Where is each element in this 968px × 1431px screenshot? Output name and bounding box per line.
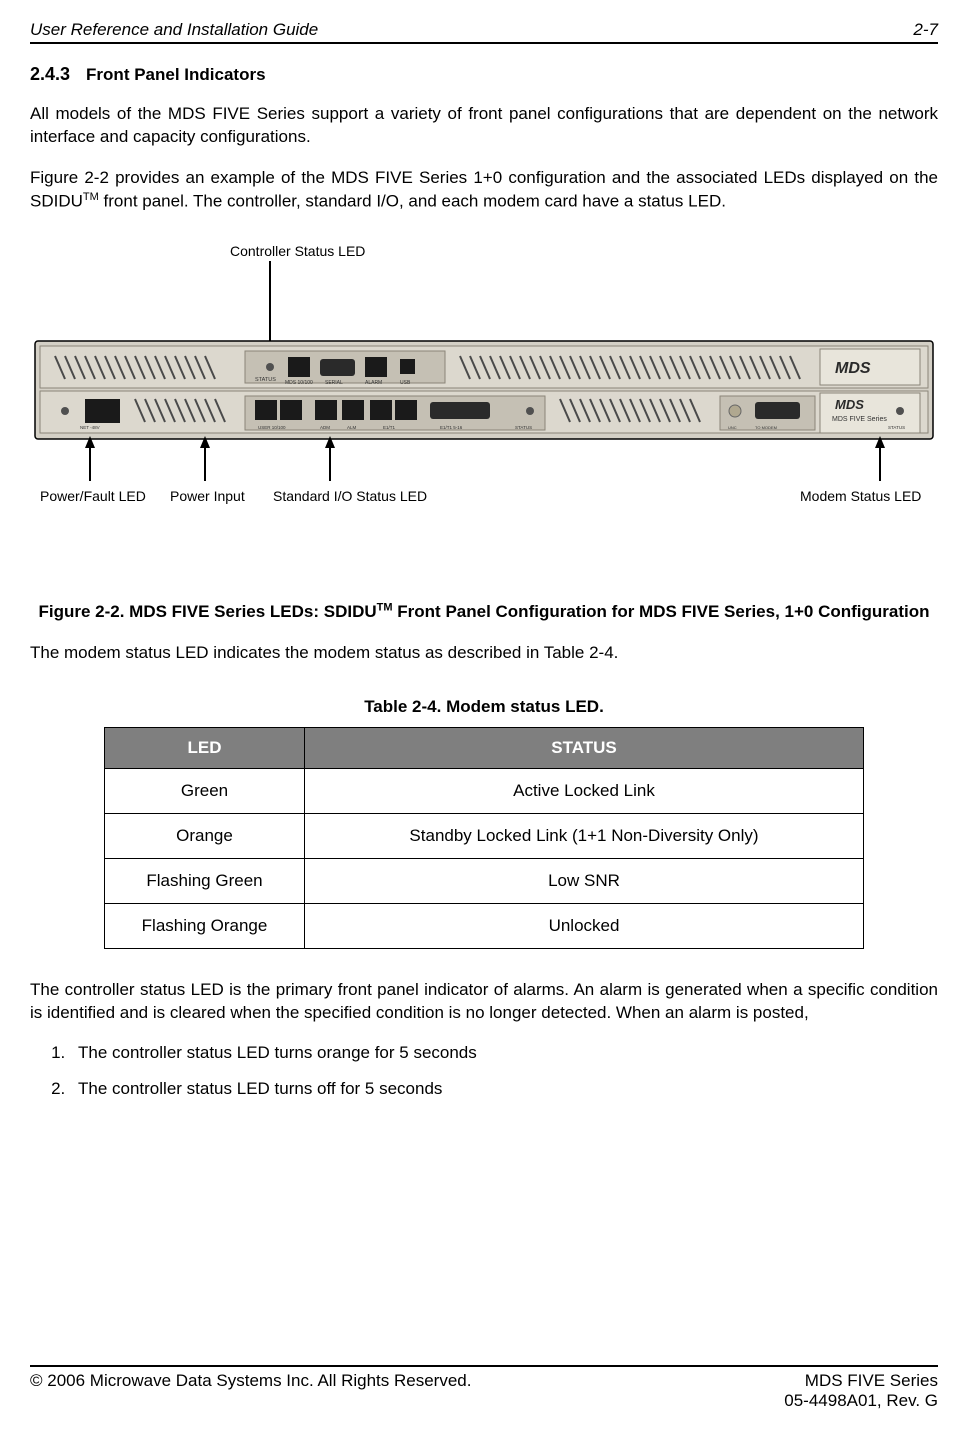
table-caption: Table 2-4. Modem status LED. (30, 697, 938, 717)
svg-text:STATUS: STATUS (255, 377, 276, 383)
svg-text:ALARM: ALARM (365, 380, 382, 386)
footer-copyright: © 2006 Microwave Data Systems Inc. All R… (30, 1371, 471, 1391)
figure-caption-b: Front Panel Configuration for MDS FIVE S… (393, 602, 930, 621)
label-power-input: Power Input (170, 488, 245, 504)
table-cell-led: Green (105, 769, 305, 814)
paragraph-3: The modem status LED indicates the modem… (30, 642, 938, 665)
table-row: Green Active Locked Link (105, 769, 864, 814)
svg-text:MDS 10/100: MDS 10/100 (285, 380, 313, 386)
svg-text:E1/T1 5-16: E1/T1 5-16 (440, 425, 463, 430)
svg-text:STATUS: STATUS (888, 425, 905, 430)
paragraph-2-b: front panel. The controller, standard I/… (99, 191, 726, 210)
model-label: MDS FIVE Series (832, 416, 887, 423)
brand-top: MDS (835, 360, 871, 377)
page-footer: © 2006 Microwave Data Systems Inc. All R… (30, 1345, 938, 1411)
table-header-led: LED (105, 728, 305, 769)
footer-product: MDS FIVE Series (805, 1371, 938, 1390)
vent-slits-top-left (50, 353, 220, 381)
table-cell-led: Orange (105, 814, 305, 859)
svg-text:UNC: UNC (728, 425, 737, 430)
brand-bottom: MDS (835, 397, 864, 412)
label-modem-status: Modem Status LED (800, 488, 921, 504)
table-row: Flashing Orange Unlocked (105, 904, 864, 949)
table-header-row: LED STATUS (105, 728, 864, 769)
figure-caption-a: Figure 2-2. MDS FIVE Series LEDs: SDIDU (38, 602, 376, 621)
svg-text:USER 10/100: USER 10/100 (258, 425, 286, 430)
footer-doc-id: 05-4498A01, Rev. G (784, 1391, 938, 1410)
table-row: Orange Standby Locked Link (1+1 Non-Dive… (105, 814, 864, 859)
table-cell-status: Standby Locked Link (1+1 Non-Diversity O… (305, 814, 864, 859)
figure-caption: Figure 2-2. MDS FIVE Series LEDs: SDIDUT… (30, 600, 938, 624)
section-heading: 2.4.3 Front Panel Indicators (30, 64, 938, 85)
section-title: Front Panel Indicators (86, 65, 265, 85)
modem-status-table: LED STATUS Green Active Locked Link Oran… (104, 727, 864, 949)
table-cell-status: Active Locked Link (305, 769, 864, 814)
page-header: User Reference and Installation Guide 2-… (30, 20, 938, 44)
header-page-number: 2-7 (913, 20, 938, 40)
svg-text:ALM: ALM (347, 425, 357, 430)
device-diagram-svg: Controller Status LED (30, 241, 938, 551)
svg-text:ADM: ADM (320, 425, 330, 430)
paragraph-1: All models of the MDS FIVE Series suppor… (30, 103, 938, 149)
label-power-fault: Power/Fault LED (40, 488, 146, 504)
figure-2-2: Controller Status LED (30, 241, 938, 556)
table-cell-status: Unlocked (305, 904, 864, 949)
paragraph-2: Figure 2-2 provides an example of the MD… (30, 167, 938, 214)
paragraph-4: The controller status LED is the primary… (30, 979, 938, 1025)
svg-text:USB: USB (400, 380, 411, 386)
section-number: 2.4.3 (30, 64, 70, 85)
figure-caption-sup: TM (377, 602, 393, 614)
tm-superscript: TM (83, 191, 99, 203)
list-item: The controller status LED turns orange f… (70, 1043, 938, 1063)
svg-text:SERIAL: SERIAL (325, 380, 343, 386)
table-cell-led: Flashing Green (105, 859, 305, 904)
table-row: Flashing Green Low SNR (105, 859, 864, 904)
svg-text:TO MODEM: TO MODEM (755, 425, 777, 430)
label-controller-status: Controller Status LED (230, 243, 365, 259)
label-standard-io: Standard I/O Status LED (273, 488, 427, 504)
svg-text:E1/T1: E1/T1 (383, 425, 396, 430)
table-cell-status: Low SNR (305, 859, 864, 904)
header-doc-title: User Reference and Installation Guide (30, 20, 318, 40)
alarm-sequence-list: The controller status LED turns orange f… (70, 1043, 938, 1115)
table-cell-led: Flashing Orange (105, 904, 305, 949)
list-item: The controller status LED turns off for … (70, 1079, 938, 1099)
svg-text:NET -48V: NET -48V (80, 425, 100, 430)
svg-text:STATUS: STATUS (515, 425, 532, 430)
footer-right: MDS FIVE Series 05-4498A01, Rev. G (784, 1371, 938, 1411)
table-header-status: STATUS (305, 728, 864, 769)
